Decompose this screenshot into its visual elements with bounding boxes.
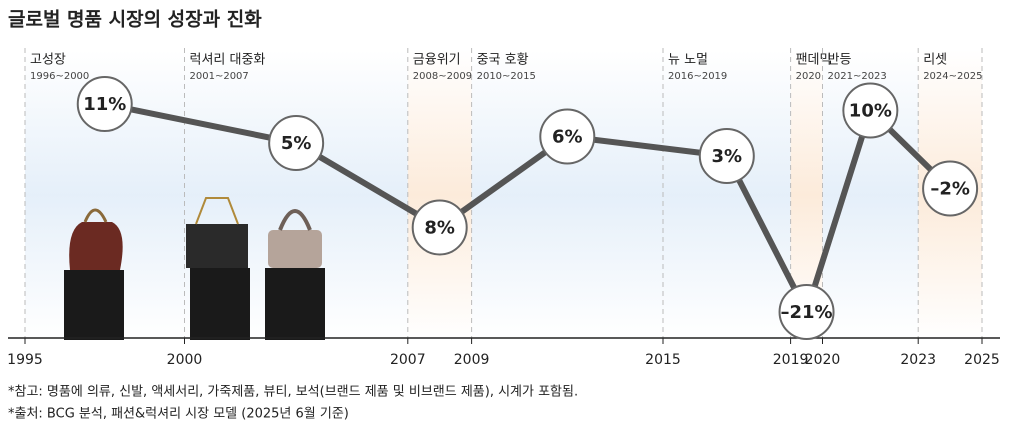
value-label: 11%: [83, 94, 126, 115]
data-point: [778, 284, 835, 340]
period-range: 2024~2025: [923, 71, 982, 82]
value-label: 3%: [712, 146, 743, 167]
footnote: *참고: 명품에 의류, 신발, 액세서리, 가죽제품, 뷰티, 보석(브랜드 …: [8, 385, 578, 400]
backgrounds: [25, 50, 982, 340]
period-band: [407, 50, 472, 340]
period-name: 고성장: [30, 53, 66, 68]
data-point: [922, 160, 979, 217]
period-name: 리셋: [923, 53, 947, 68]
bag-handle: [195, 197, 239, 225]
period-name: 중국 호황: [477, 53, 529, 68]
period-band: [663, 50, 791, 340]
period-range: 2016~2019: [668, 71, 727, 82]
bag: [69, 222, 123, 270]
period-band: [471, 50, 663, 340]
value-label: –21%: [781, 302, 833, 323]
period-name: 금융위기: [413, 53, 461, 68]
value-label: 6%: [552, 127, 583, 148]
period-range: 2001~2007: [190, 71, 249, 82]
period-range: 2010~2015: [477, 71, 536, 82]
bag-illustrations: [64, 197, 325, 340]
period-range: 2021~2023: [828, 71, 887, 82]
bag: [186, 224, 248, 268]
value-label: –2%: [930, 179, 970, 200]
x-tick-label: 2009: [454, 352, 490, 368]
pedestal: [190, 268, 250, 340]
x-tick-label: 2019: [773, 352, 809, 368]
value-label: 8%: [424, 218, 455, 239]
x-tick-label: 2015: [645, 352, 681, 368]
data-point: [76, 76, 133, 132]
footnote: *출처: BCG 분석, 패션&럭셔리 시장 모델 (2025년 6월 기준): [8, 407, 349, 422]
data-point: [842, 82, 899, 139]
x-tick-label: 2023: [900, 352, 936, 368]
value-label: 5%: [281, 133, 312, 154]
pedestal: [64, 270, 124, 340]
chart-title: 글로벌 명품 시장의 성장과 진화: [8, 9, 262, 31]
x-tick-label: 2007: [390, 352, 426, 368]
period-name: 뉴 노멀: [668, 53, 708, 68]
period-range: 1996~2000: [30, 71, 89, 82]
period-range: 2008~2009: [413, 71, 472, 82]
value-label: 10%: [849, 101, 892, 122]
period-range: 2020: [796, 71, 821, 82]
plot: 고성장 1996~2000 1995 럭셔리 대중화 2001~2007 2000 금융위기…: [7, 48, 1000, 368]
x-tick-label: 2020: [805, 352, 841, 368]
x-tick-label: 2025: [964, 352, 1000, 368]
data-point: [411, 199, 468, 256]
period-name: 럭셔리 대중화: [190, 53, 266, 68]
bag-handle: [278, 209, 312, 231]
bag-handle: [83, 208, 108, 223]
pedestal: [265, 268, 325, 340]
data-point: [698, 128, 755, 184]
period-name: 팬데믹: [796, 53, 832, 68]
x-tick-label: 1995: [7, 352, 43, 368]
data-point: [268, 115, 325, 171]
x-tick-label: 2000: [167, 352, 203, 368]
data-point: [539, 108, 596, 165]
bag: [268, 230, 322, 268]
period-name: 반등: [828, 53, 852, 68]
